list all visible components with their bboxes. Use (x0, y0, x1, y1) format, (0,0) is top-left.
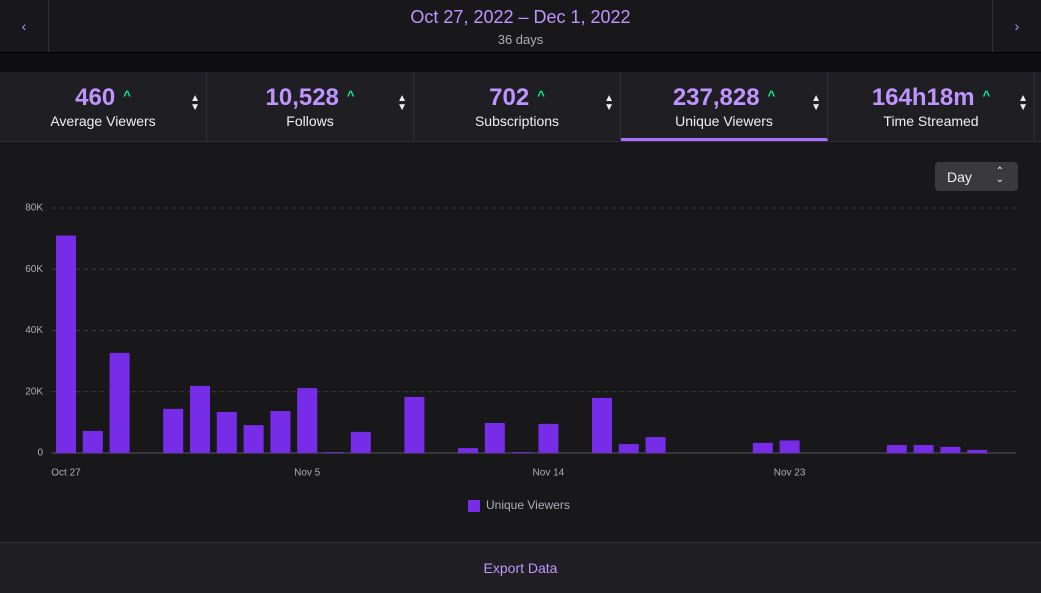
bar (270, 411, 291, 453)
bar (645, 437, 666, 453)
bar (618, 444, 639, 453)
y-tick-label: 80K (25, 203, 43, 214)
bar (967, 449, 988, 453)
sort-icon: ▲ ▼ (1018, 93, 1028, 113)
bar (886, 445, 907, 453)
bar (913, 445, 934, 453)
stat-card[interactable]: 702 ^ Subscriptions ▲ ▼ (414, 72, 621, 141)
sort-icon: ▲ ▼ (604, 93, 614, 113)
stat-value-text: 460 (75, 84, 116, 111)
next-button[interactable]: › (992, 0, 1041, 52)
bar (324, 452, 344, 453)
stats-row: 460 ^ Average Viewers ▲ ▼ 10,528 ^ Follows ▲ ▼ 702… (0, 72, 1041, 142)
stat-value-text: 702 (489, 84, 530, 111)
stat-card[interactable]: 237,828 ^ Unique Viewers ▲ ▼ (621, 72, 828, 141)
sort-icon: ▲ ▼ (811, 93, 821, 113)
stat-card[interactable]: 460 ^ Average Viewers ▲ ▼ (0, 72, 207, 141)
sort-icon: ▲ ▼ (397, 93, 407, 113)
bar (216, 411, 237, 453)
y-tick-label: 0 (37, 448, 43, 459)
bar (511, 452, 532, 453)
bar (297, 388, 318, 453)
stat-label: Unique Viewers (675, 113, 773, 129)
bar (458, 448, 478, 453)
stat-label: Follows (286, 113, 334, 129)
bar (779, 440, 800, 453)
bar (82, 430, 103, 453)
stat-value-text: 164h18m (871, 84, 975, 111)
bar (163, 408, 184, 453)
bar (190, 385, 210, 453)
bar (592, 397, 612, 453)
stat-label: Time Streamed (883, 113, 979, 129)
export-button[interactable]: Export Data (0, 542, 1041, 593)
bar (109, 352, 130, 453)
trend-up-icon: ^ (767, 88, 776, 103)
trend-up-icon: ^ (982, 88, 991, 103)
y-tick-label: 40K (25, 325, 43, 336)
stat-value: 702 ^ (414, 84, 620, 112)
x-tick-label: Oct 27 (51, 468, 81, 479)
bar (940, 446, 961, 453)
y-tick-label: 20K (25, 386, 43, 397)
stat-label: Average Viewers (50, 113, 156, 129)
select-icon: ⌃ ⌄ (995, 166, 1004, 185)
stat-value-text: 10,528 (265, 84, 339, 111)
interval-text: Day (947, 169, 972, 185)
trend-up-icon: ^ (123, 88, 131, 103)
bar (56, 235, 76, 453)
stat-value-text: 237,828 (672, 84, 760, 111)
bar (538, 423, 559, 453)
x-tick-label: Nov 14 (533, 468, 565, 479)
stat-value: 237,828 ^ (621, 84, 827, 112)
legend-label: Unique Viewers (486, 498, 570, 512)
x-tick-label: Nov 23 (774, 468, 806, 479)
x-tick-label: Nov 5 (294, 468, 321, 479)
bar (350, 431, 371, 453)
stat-card[interactable]: 10,528 ^ Follows ▲ ▼ (207, 72, 414, 141)
bar (243, 425, 264, 453)
date-range: Oct 27, 2022 – Dec 1, 2022 (410, 7, 631, 27)
sort-icon: ▲ ▼ (190, 93, 200, 113)
prev-button[interactable]: ‹ (0, 0, 49, 52)
stat-value: 460 ^ (0, 84, 206, 112)
trend-up-icon: ^ (346, 88, 355, 103)
legend-swatch (468, 500, 480, 512)
bar (404, 396, 425, 453)
y-tick-label: 60K (25, 264, 43, 275)
interval-select[interactable]: Day ⌃ ⌄ (935, 162, 1018, 191)
date-bar: ‹ Oct 27, 2022 – Dec 1, 2022 36 days › (0, 0, 1041, 53)
stat-value: 164h18m ^ (828, 84, 1034, 112)
stat-card[interactable]: 164h18m ^ Time Streamed ▲ ▼ (828, 72, 1035, 141)
trend-up-icon: ^ (537, 88, 545, 103)
chart-panel: 0 20K 40K 60K 80K Oct 27 Nov 5 Nov 14 Nov 23 Uniq… (0, 142, 1041, 542)
bar (484, 422, 505, 453)
bar (752, 442, 773, 453)
stat-value: 10,528 ^ (207, 84, 413, 112)
chart: 0 20K 40K 60K 80K Oct 27 Nov 5 Nov 14 Nov 23 Uniq… (25, 203, 1016, 512)
duration: 36 days (497, 32, 544, 47)
stat-label: Subscriptions (474, 113, 560, 129)
